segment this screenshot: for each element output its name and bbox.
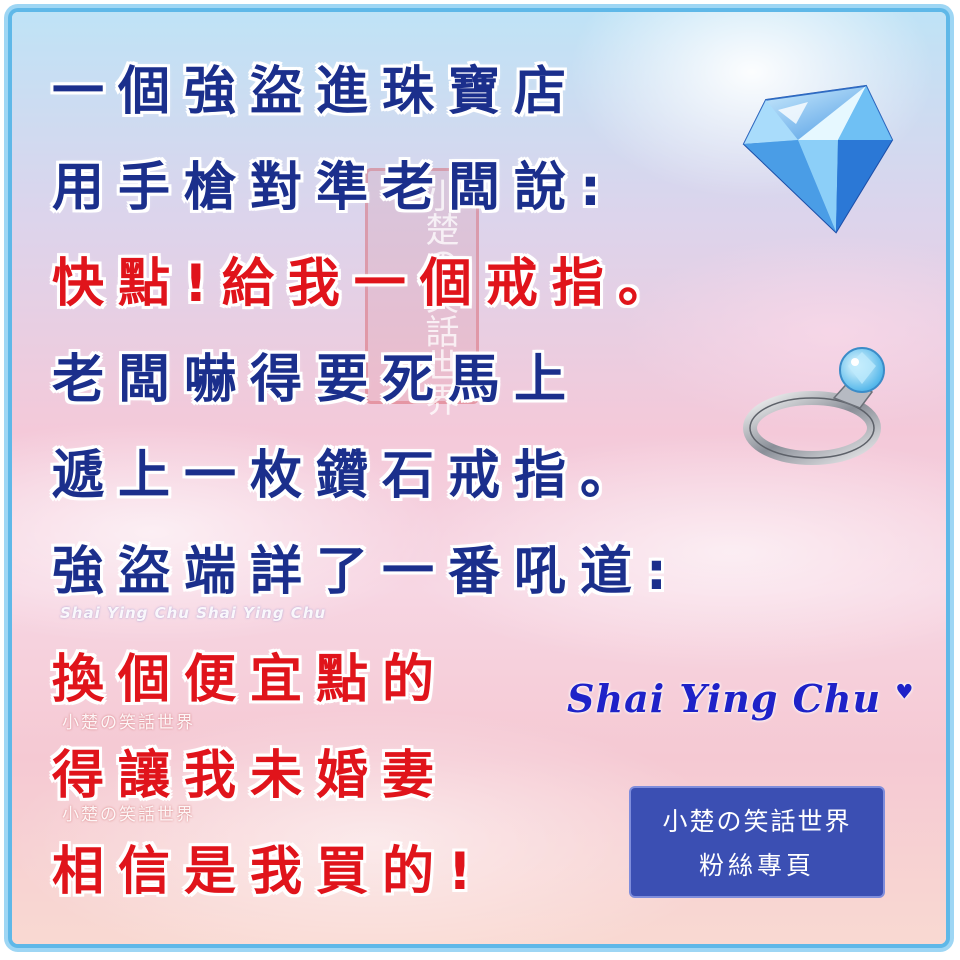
seal-watermark — [365, 168, 479, 404]
joke-line-9: 相信是我買的! — [52, 842, 486, 902]
watermark-chinese-1: 小楚の笑話世界 — [62, 713, 195, 733]
heart-icon: ♥ — [895, 679, 915, 704]
diamond-ring-icon — [743, 347, 885, 465]
seal-watermark-text: 小楚の笑話世界 — [419, 178, 459, 416]
stamp-subtitle: 粉絲專頁 — [698, 851, 815, 880]
joke-line-4: 老闆嚇得要死馬上 — [52, 350, 581, 410]
watermark-english: Shai Ying Chu Shai Ying Chu — [60, 604, 327, 622]
joke-line-8: 得讓我未婚妻 — [52, 746, 449, 806]
joke-line-1: 一個強盜進珠寶店 — [52, 62, 581, 122]
joke-line-7: 換個便宜點的 — [52, 650, 449, 710]
joke-line-3: 快點!給我一個戒指。 — [52, 254, 684, 314]
watermark-chinese-2: 小楚の笑話世界 — [62, 805, 195, 825]
joke-line-5: 遞上一枚鑽石戒指。 — [52, 446, 647, 506]
diamond-icon — [742, 84, 894, 234]
joke-line-6: 強盜端詳了一番吼道: — [52, 542, 681, 602]
author-signature: Shai Ying Chu ♥ — [567, 676, 914, 721]
fanpage-stamp: 小楚の笑話世界 粉絲專頁 — [631, 788, 883, 896]
joke-line-2: 用手槍對準老闆說: — [52, 158, 615, 218]
signature-text: Shai Ying Chu — [567, 676, 882, 721]
stamp-title: 小楚の笑話世界 — [662, 807, 852, 836]
